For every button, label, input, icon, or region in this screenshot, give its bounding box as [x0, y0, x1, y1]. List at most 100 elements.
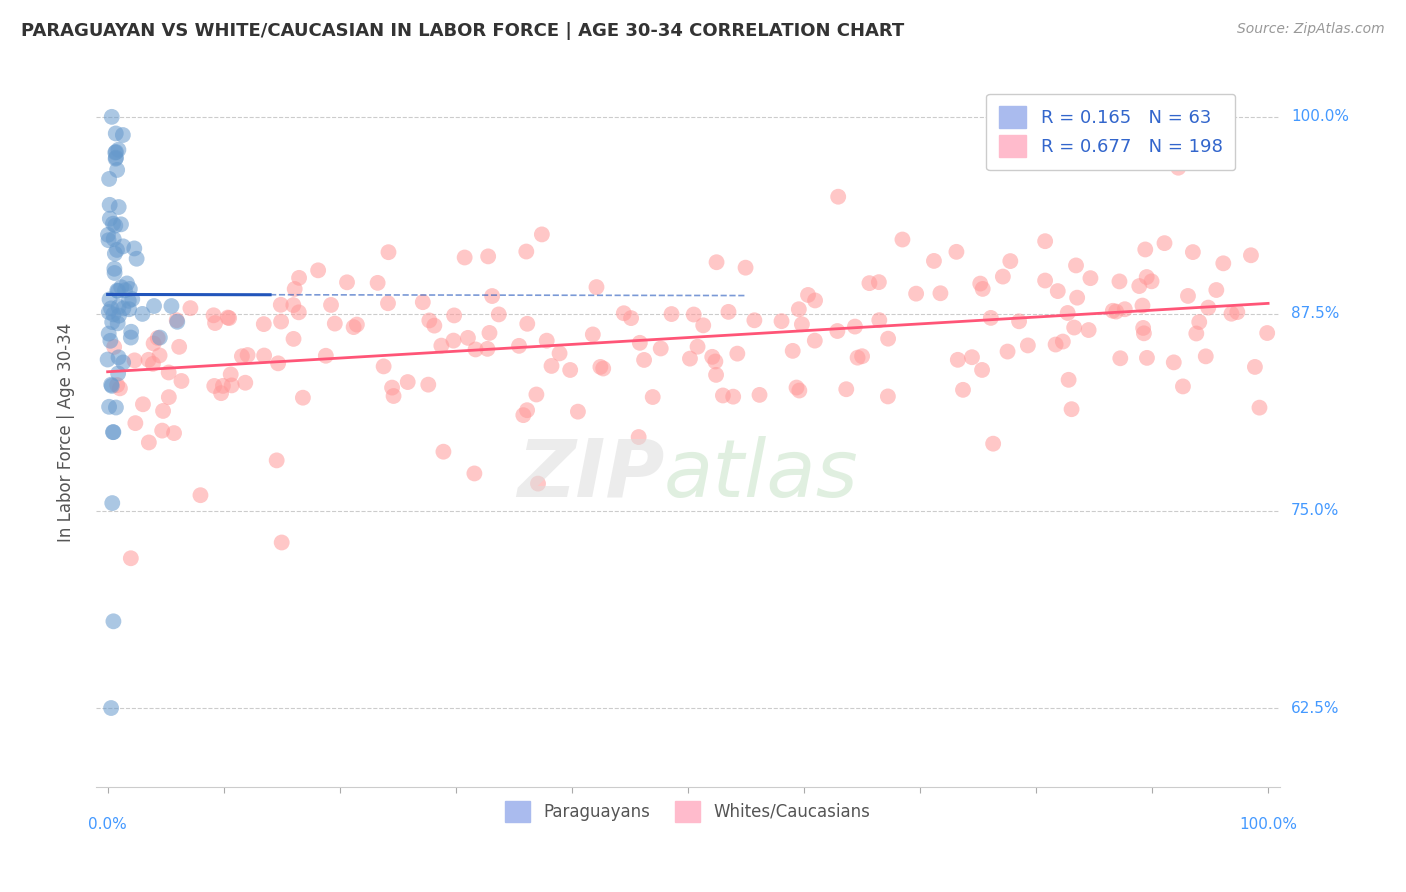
Point — [112, 239, 135, 253]
Point — [124, 242, 146, 256]
Point — [107, 143, 129, 157]
Point — [120, 551, 142, 566]
Point — [1046, 284, 1069, 298]
Point — [1256, 326, 1278, 340]
Point — [744, 313, 766, 327]
Point — [103, 615, 125, 629]
Point — [1185, 326, 1208, 341]
Point — [969, 277, 991, 291]
Point — [1226, 305, 1249, 319]
Point — [682, 308, 704, 322]
Point — [266, 453, 288, 467]
Point — [567, 404, 589, 418]
Point — [1066, 291, 1088, 305]
Text: PARAGUAYAN VS WHITE/CAUCASIAN IN LABOR FORCE | AGE 30-34 CORRELATION CHART: PARAGUAYAN VS WHITE/CAUCASIAN IN LABOR F… — [21, 22, 904, 40]
Point — [143, 299, 166, 313]
Point — [107, 200, 129, 214]
Point — [1177, 289, 1199, 303]
Point — [1033, 274, 1056, 288]
Point — [98, 400, 121, 414]
Point — [477, 342, 499, 356]
Point — [125, 252, 148, 266]
Point — [891, 233, 914, 247]
Point — [367, 276, 389, 290]
Point — [858, 276, 880, 290]
Point — [706, 255, 728, 269]
Text: 75.0%: 75.0% — [1291, 503, 1339, 518]
Point — [231, 349, 253, 363]
Point — [650, 342, 672, 356]
Point — [373, 359, 395, 374]
Point — [844, 319, 866, 334]
Point — [661, 307, 683, 321]
Point — [152, 404, 174, 418]
Legend: Paraguayans, Whites/Caucasians: Paraguayans, Whites/Caucasians — [499, 795, 877, 828]
Point — [103, 261, 125, 276]
Point — [107, 367, 129, 381]
Point — [114, 283, 136, 297]
Point — [105, 284, 128, 298]
Point — [711, 388, 734, 402]
Point — [167, 340, 190, 354]
Point — [319, 298, 342, 312]
Point — [1197, 301, 1219, 315]
Point — [132, 397, 155, 411]
Point — [148, 348, 170, 362]
Point — [98, 198, 121, 212]
Point — [104, 401, 127, 415]
Point — [970, 363, 993, 377]
Point — [789, 384, 811, 398]
Point — [120, 325, 142, 339]
Text: 100.0%: 100.0% — [1291, 110, 1348, 124]
Point — [1153, 236, 1175, 251]
Point — [98, 334, 121, 348]
Point — [346, 318, 368, 332]
Point — [589, 359, 612, 374]
Point — [343, 320, 366, 334]
Point — [382, 389, 405, 403]
Point — [432, 444, 454, 458]
Point — [98, 293, 121, 307]
Point — [97, 352, 120, 367]
Point — [827, 190, 849, 204]
Point — [100, 377, 122, 392]
Point — [221, 378, 243, 392]
Point — [952, 383, 974, 397]
Point — [179, 301, 201, 315]
Point — [960, 350, 983, 364]
Point — [692, 318, 714, 333]
Point — [488, 307, 510, 321]
Point — [190, 488, 212, 502]
Point — [877, 332, 900, 346]
Text: 100.0%: 100.0% — [1239, 817, 1298, 832]
Point — [103, 340, 125, 354]
Point — [107, 351, 129, 365]
Point — [560, 363, 582, 377]
Point — [1008, 314, 1031, 328]
Point — [103, 266, 125, 280]
Point — [1195, 349, 1218, 363]
Point — [288, 270, 311, 285]
Point — [721, 390, 744, 404]
Point — [270, 298, 292, 312]
Point — [146, 331, 169, 345]
Point — [702, 350, 724, 364]
Point — [613, 306, 636, 320]
Point — [704, 354, 727, 368]
Point — [97, 227, 120, 242]
Point — [204, 316, 226, 330]
Point — [108, 309, 131, 323]
Point — [98, 172, 121, 186]
Point — [443, 309, 465, 323]
Point — [512, 408, 534, 422]
Point — [478, 326, 501, 340]
Point — [1163, 355, 1185, 369]
Point — [536, 334, 558, 348]
Point — [1212, 256, 1234, 270]
Point — [336, 275, 359, 289]
Point — [108, 381, 131, 395]
Point — [1057, 373, 1080, 387]
Point — [1136, 351, 1159, 365]
Point — [110, 217, 132, 231]
Text: atlas: atlas — [664, 435, 859, 514]
